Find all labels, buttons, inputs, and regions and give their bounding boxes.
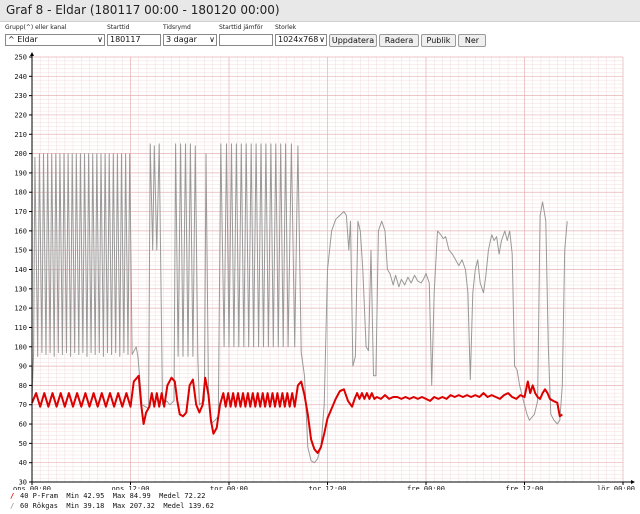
legend-channel: 40 P-Fram bbox=[20, 492, 58, 500]
y-tick-label: 120 bbox=[14, 305, 27, 313]
compare-label: Starttid jämför bbox=[219, 24, 263, 31]
span-select[interactable]: 3 dagar ∨ bbox=[163, 34, 217, 46]
x-tick-label: fre 12:00 bbox=[506, 485, 544, 490]
x-tick-label: ons 00:00 bbox=[13, 485, 51, 490]
x-tick-label: ons 12:00 bbox=[112, 485, 150, 490]
span-select-value: 3 dagar bbox=[166, 35, 197, 44]
y-tick-label: 70 bbox=[19, 401, 27, 409]
series-line-60-r-kgas bbox=[31, 143, 568, 464]
y-tick-label: 250 bbox=[14, 54, 27, 62]
window-title: Graf 8 - Eldar (180117 00:00 - 180120 00… bbox=[6, 3, 280, 17]
legend-swatch-icon: / bbox=[10, 492, 15, 500]
x-tick-label: tor 00:00 bbox=[210, 485, 248, 490]
y-tick-label: 40 bbox=[19, 459, 27, 467]
publish-button[interactable]: Publik bbox=[421, 34, 456, 47]
y-tick-label: 140 bbox=[14, 266, 27, 274]
x-tick-label: tor 12:00 bbox=[309, 485, 347, 490]
legend-swatch-icon: / bbox=[10, 502, 15, 510]
span-label: Tidsrymd bbox=[163, 24, 191, 31]
y-tick-label: 220 bbox=[14, 111, 27, 119]
y-tick-label: 180 bbox=[14, 189, 27, 197]
y-tick-label: 150 bbox=[14, 247, 27, 255]
x-tick-label: lör 00:00 bbox=[597, 485, 635, 490]
x-axis-arrow-icon bbox=[631, 480, 635, 484]
legend-min: Min 42.95 bbox=[66, 492, 105, 500]
y-axis-ticks: 30 40 50 60 70 80 90 100 110 120 130 140 150 160 170 18… bbox=[14, 54, 32, 487]
legend-channel: 60 Rökgas bbox=[20, 502, 58, 510]
chevron-down-icon: ∨ bbox=[209, 35, 215, 44]
size-label: Storlek bbox=[275, 24, 297, 31]
series-line-40-p-fram bbox=[31, 374, 563, 454]
start-input[interactable]: 180117 bbox=[107, 34, 161, 46]
line-chart: 30 40 50 60 70 80 90 100 110 120 130 140 150 160 170 18… bbox=[13, 52, 635, 490]
legend-min: Min 39.18 bbox=[66, 502, 105, 510]
legend-max: Max 84.99 bbox=[112, 492, 151, 500]
y-tick-label: 100 bbox=[14, 343, 27, 351]
y-tick-label: 130 bbox=[14, 285, 27, 293]
update-button[interactable]: Uppdatera bbox=[329, 34, 377, 47]
y-tick-label: 190 bbox=[14, 169, 27, 177]
title-bar: Graf 8 - Eldar (180117 00:00 - 180120 00… bbox=[0, 0, 640, 22]
y-tick-label: 170 bbox=[14, 208, 27, 216]
y-tick-label: 240 bbox=[14, 73, 27, 81]
x-tick-label: fre 00:00 bbox=[407, 485, 445, 490]
size-select-value: 1024x768 bbox=[278, 35, 319, 44]
down-button[interactable]: Ner bbox=[458, 34, 486, 47]
x-axis-ticks: ons 00:00 ons 12:00 tor 00:00 tor 12:00 fre … bbox=[13, 482, 635, 490]
start-label: Starttid bbox=[107, 24, 130, 31]
group-label: Grupp(^) eller kanal bbox=[5, 24, 67, 31]
compare-input[interactable] bbox=[219, 34, 273, 46]
chevron-down-icon: ∨ bbox=[319, 35, 325, 44]
y-tick-label: 110 bbox=[14, 324, 27, 332]
legend-max: Max 207.32 bbox=[112, 502, 155, 510]
legend-item-p-fram: / 40 P-Fram Min 42.95 Max 84.99 Medel 72.… bbox=[10, 492, 205, 500]
y-tick-label: 230 bbox=[14, 92, 27, 100]
y-tick-label: 30 bbox=[19, 479, 27, 487]
series-lines bbox=[31, 143, 568, 464]
group-select[interactable]: ^ Eldar ∨ bbox=[5, 34, 105, 46]
y-tick-label: 210 bbox=[14, 131, 27, 139]
y-tick-label: 50 bbox=[19, 440, 27, 448]
size-select[interactable]: 1024x768 ∨ bbox=[275, 34, 327, 46]
chevron-down-icon: ∨ bbox=[97, 35, 103, 44]
y-tick-label: 60 bbox=[19, 421, 27, 429]
group-select-value: ^ Eldar bbox=[8, 35, 38, 44]
legend-item-rokgas: / 60 Rökgas Min 39.18 Max 207.32 Medel 13… bbox=[10, 502, 214, 510]
y-tick-label: 90 bbox=[19, 363, 27, 371]
y-tick-label: 200 bbox=[14, 150, 27, 158]
legend-mean: Medel 72.22 bbox=[159, 492, 206, 500]
y-tick-label: 80 bbox=[19, 382, 27, 390]
legend-mean: Medel 139.62 bbox=[163, 502, 214, 510]
y-tick-label: 160 bbox=[14, 227, 27, 235]
clear-button[interactable]: Radera bbox=[379, 34, 419, 47]
y-axis-arrow-icon bbox=[30, 52, 34, 56]
